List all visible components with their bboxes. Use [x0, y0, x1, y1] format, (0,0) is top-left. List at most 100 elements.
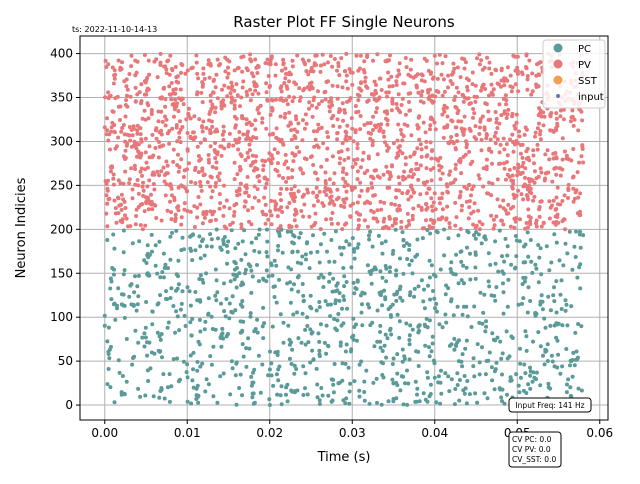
spike-point-pv [292, 127, 297, 132]
spike-point-pv [359, 188, 364, 193]
spike-point-pv [118, 118, 122, 122]
spike-point-pv [268, 62, 273, 67]
spike-point-pc [153, 243, 158, 248]
spike-point-pc [494, 285, 499, 290]
spike-point-pv [511, 181, 516, 186]
spike-point-pc [219, 332, 224, 337]
spike-point-pv [302, 126, 307, 131]
spike-point-pv [338, 108, 343, 113]
spike-point-pc [493, 298, 498, 303]
spike-point-pv [239, 154, 244, 159]
spike-point-pv [130, 133, 135, 138]
spike-point-pv [319, 125, 324, 130]
spike-point-pc [423, 343, 428, 348]
spike-point-pc [266, 373, 271, 378]
spike-point-pc [308, 360, 313, 365]
spike-point-pv [233, 123, 238, 128]
spike-point-pv [286, 166, 290, 171]
spike-point-pv [554, 220, 559, 224]
spike-point-pv [108, 147, 112, 152]
spike-point-pv [396, 175, 401, 180]
spike-point-pv [208, 131, 213, 135]
spike-point-pv [486, 118, 491, 122]
spike-point-pv [421, 180, 426, 185]
spike-point-pv [327, 201, 332, 206]
spike-point-pv [424, 202, 428, 207]
spike-point-pv [232, 160, 237, 165]
spike-point-pv [321, 203, 326, 208]
spike-point-pv [498, 142, 503, 147]
spike-point-pv [152, 202, 156, 207]
spike-point-pv [123, 148, 128, 153]
spike-point-pv [459, 171, 464, 176]
spike-point-pv [479, 88, 483, 93]
spike-point-pv [292, 95, 296, 100]
spike-point-pv [502, 147, 507, 152]
spike-point-pv [237, 192, 242, 197]
spike-point-pv [329, 221, 334, 226]
spike-point-pv [127, 181, 131, 186]
spike-point-pc [442, 253, 447, 258]
spike-point-pv [228, 222, 233, 227]
spike-point-pv [215, 129, 220, 134]
spike-point-pv [507, 167, 512, 172]
spike-point-pv [123, 169, 128, 174]
spike-point-pv [356, 217, 361, 222]
spike-point-pv [179, 183, 184, 188]
spike-point-pv [454, 133, 459, 138]
spike-point-pc [227, 301, 232, 306]
spike-point-pv [181, 102, 186, 107]
spike-point-pc [328, 302, 333, 307]
spike-point-pv [329, 217, 334, 221]
spike-point-pc [578, 262, 583, 267]
spike-point-pc [420, 236, 425, 241]
spike-point-pc [547, 268, 552, 273]
spike-point-pc [539, 272, 544, 277]
y-tick-label: 300 [50, 134, 73, 148]
spike-point-pv [398, 110, 403, 115]
spike-point-pv [179, 70, 183, 75]
spike-point-pv [312, 144, 317, 149]
spike-point-pc [432, 296, 437, 301]
spike-point-pc [341, 321, 346, 326]
spike-point-pv [269, 213, 274, 218]
spike-point-pv [182, 201, 187, 206]
spike-point-pc [534, 370, 539, 375]
spike-point-pv [281, 142, 286, 147]
spike-point-pv [519, 192, 524, 197]
spike-point-pv [508, 206, 513, 211]
spike-point-pv [344, 51, 349, 56]
spike-point-pv [295, 129, 300, 134]
spike-point-pc [185, 285, 190, 290]
spike-point-pv [192, 114, 197, 119]
spike-point-pv [395, 207, 400, 212]
spike-point-pc [237, 271, 242, 276]
spike-point-pv [430, 100, 435, 105]
spike-point-pc [552, 299, 557, 304]
spike-point-pv [185, 189, 190, 194]
spike-point-pv [335, 96, 340, 101]
spike-point-pv [429, 149, 434, 153]
spike-point-pc [536, 243, 541, 247]
spike-point-pc [482, 292, 487, 297]
spike-point-pv [357, 194, 362, 199]
spike-point-pc [223, 314, 228, 319]
spike-point-pv [330, 64, 335, 69]
spike-point-pc [335, 288, 340, 293]
spike-point-pc [269, 373, 274, 378]
spike-point-pv [217, 192, 222, 197]
spike-point-pv [313, 220, 318, 225]
spike-point-pc [564, 390, 569, 395]
spike-point-pc [189, 401, 194, 406]
spike-point-pc [179, 301, 184, 306]
spike-point-pc [311, 233, 315, 238]
spike-point-pv [286, 176, 291, 180]
spike-point-pv [510, 132, 515, 137]
spike-point-pc [160, 355, 164, 360]
spike-point-pv [337, 161, 342, 166]
spike-point-pv [430, 76, 435, 81]
spike-point-pc [528, 238, 533, 242]
spike-point-pv [128, 224, 133, 229]
spike-point-pv [344, 79, 349, 84]
spike-point-pv [260, 116, 265, 121]
